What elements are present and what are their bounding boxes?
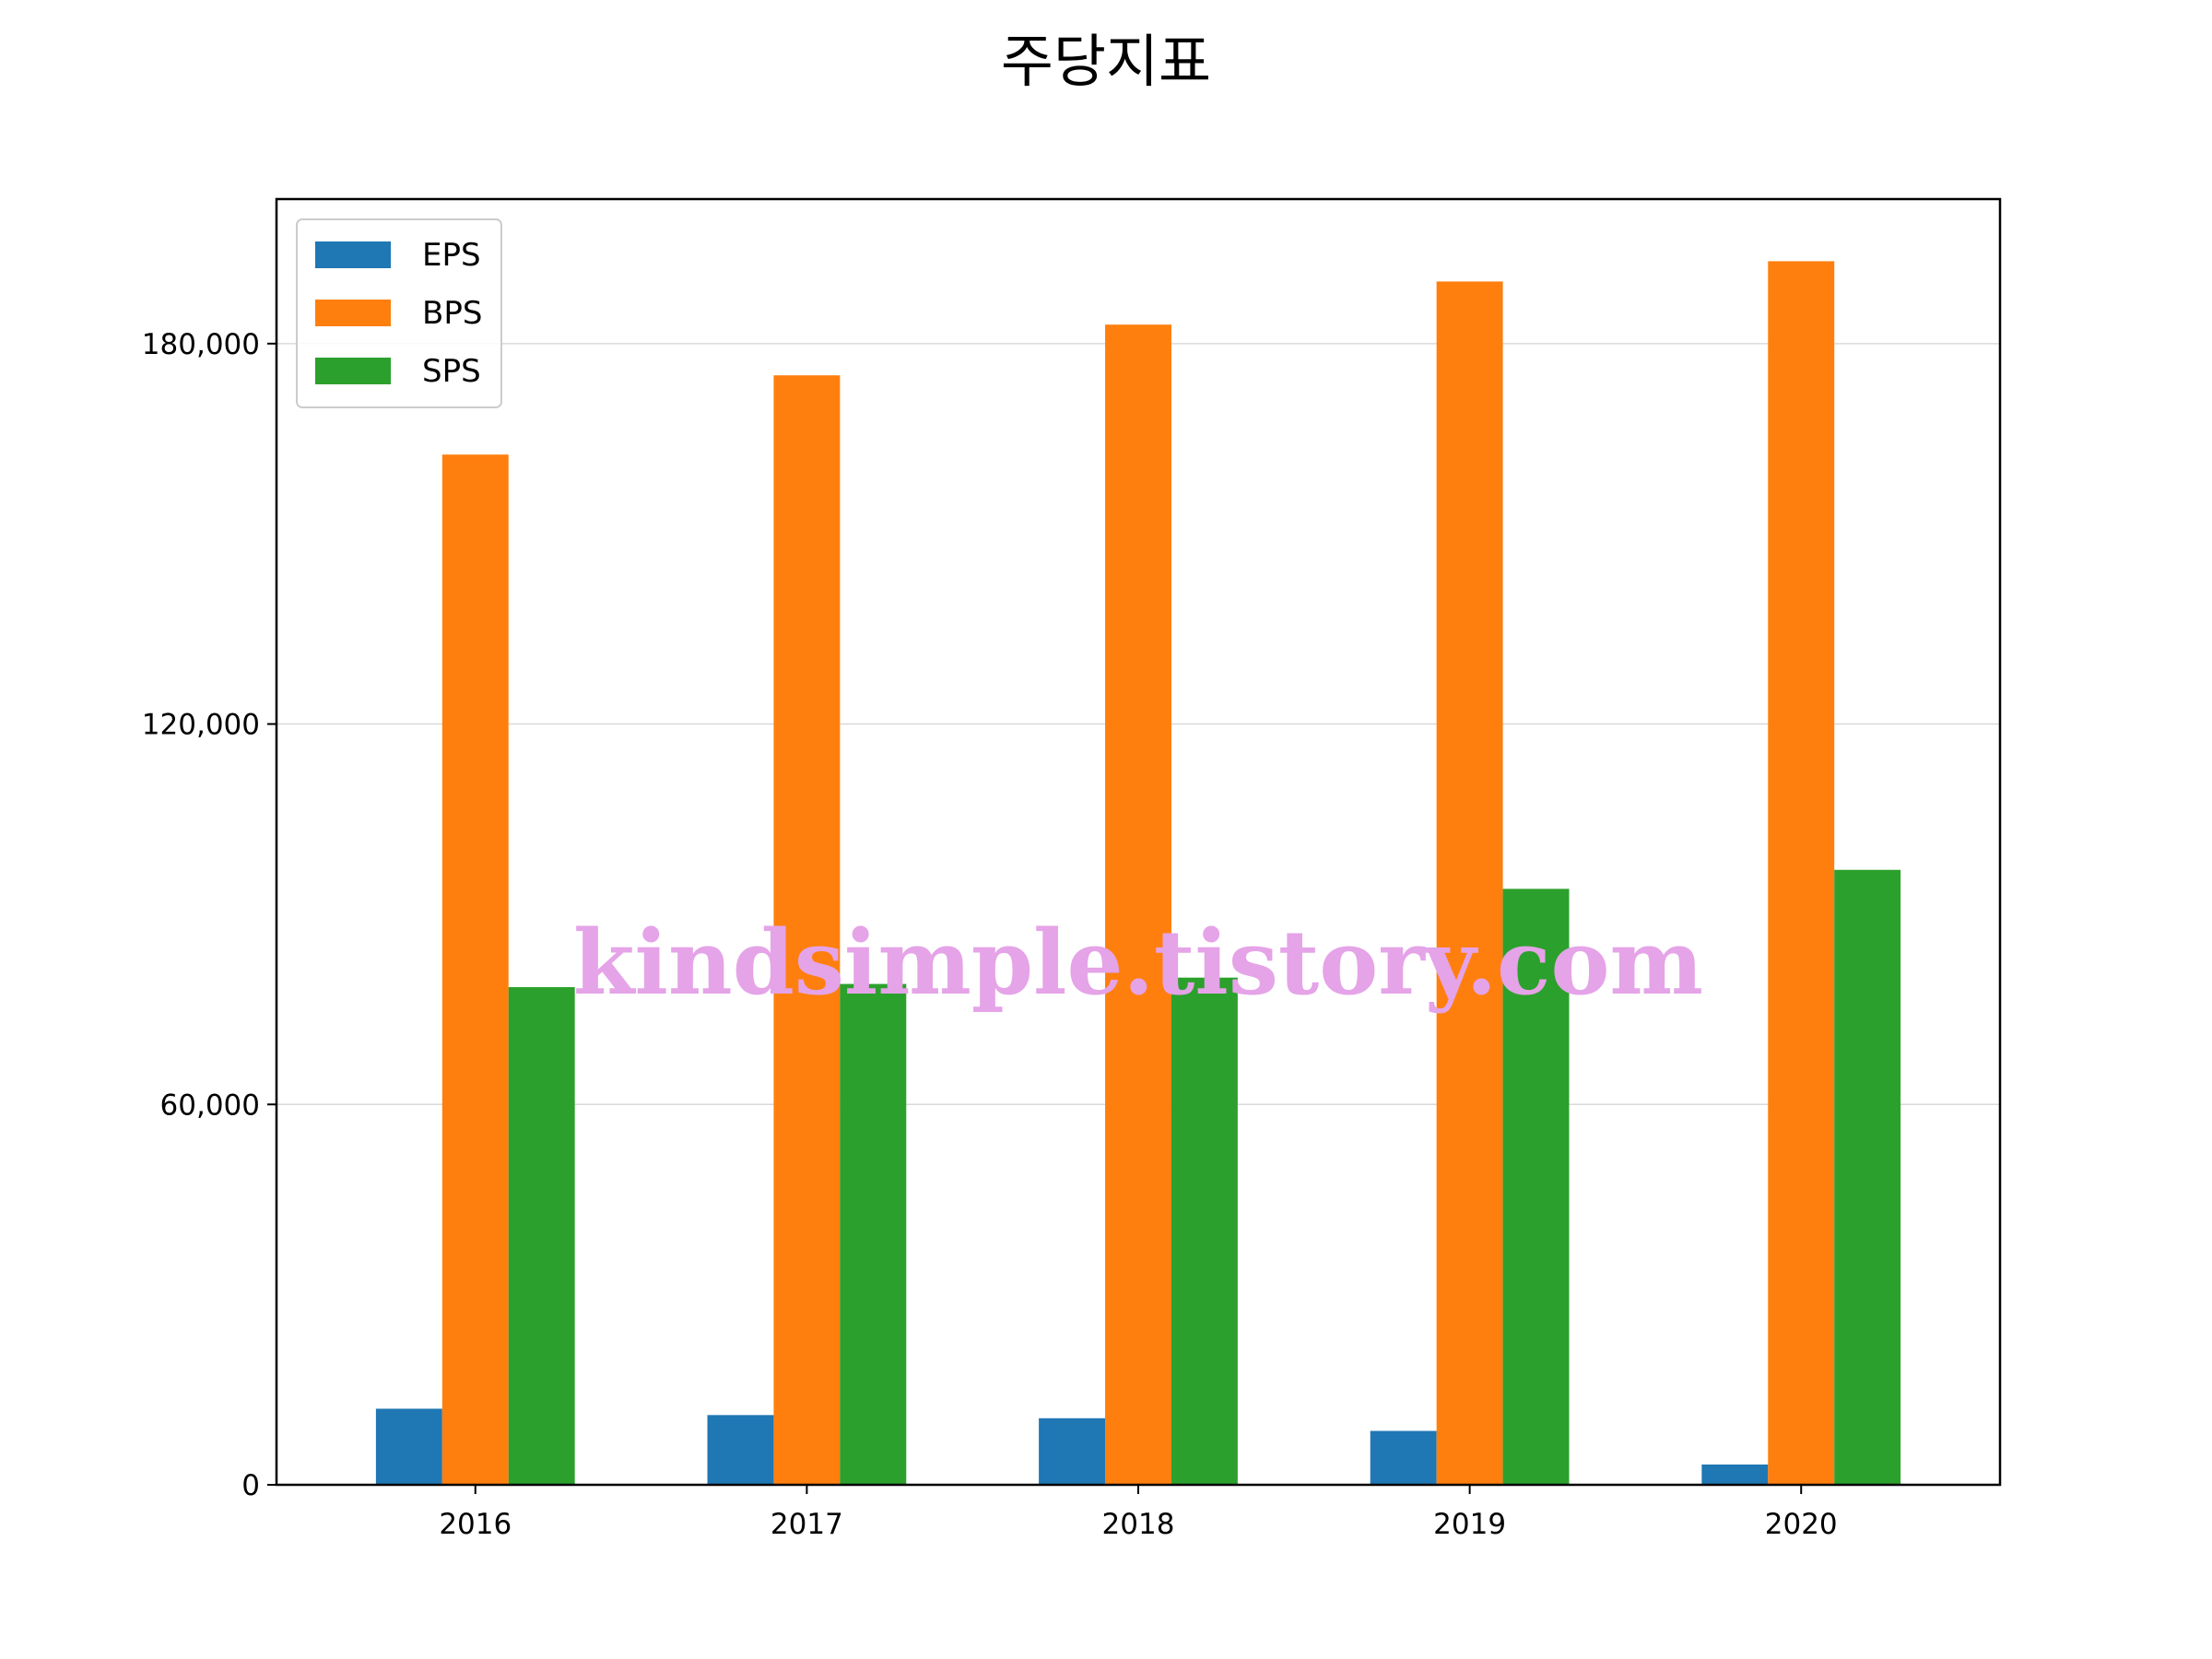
x-tick-label: 2016 [439, 1508, 512, 1541]
y-tick-label: 180,000 [142, 328, 260, 361]
legend-swatch-eps [315, 241, 391, 268]
legend-swatch-bps [315, 300, 391, 326]
bar-sps-2019 [1502, 888, 1570, 1485]
bar-sps-2020 [1834, 869, 1901, 1485]
y-tick-label: 0 [241, 1469, 260, 1502]
legend-label-eps: EPS [422, 237, 481, 274]
bar-bps-2019 [1436, 281, 1503, 1485]
bar-bps-2016 [441, 454, 509, 1485]
watermark: kindsimple.tistory.com [573, 911, 1703, 1015]
bar-eps-2017 [707, 1415, 774, 1485]
x-tick-label: 2018 [1102, 1508, 1175, 1541]
chart-title: 주당지표 [1001, 28, 1211, 95]
bar-bps-2018 [1105, 324, 1171, 1485]
bars [375, 261, 1901, 1486]
axis-ticks: 0 60,000 120,000 180,000 2016 2017 2018 2019 202… [142, 328, 1838, 1541]
bar-eps-2020 [1701, 1464, 1769, 1485]
y-tick-label: 60,000 [160, 1088, 260, 1122]
bar-bps-2020 [1768, 261, 1835, 1485]
x-tick-label: 2017 [771, 1508, 843, 1541]
bar-eps-2018 [1039, 1418, 1106, 1485]
bar-sps-2016 [508, 987, 575, 1485]
y-tick-label: 120,000 [142, 709, 260, 742]
legend-label-bps: BPS [422, 295, 482, 332]
legend-swatch-sps [315, 358, 391, 384]
bar-eps-2019 [1370, 1430, 1437, 1485]
bar-eps-2016 [375, 1408, 442, 1485]
x-tick-label: 2020 [1765, 1508, 1838, 1541]
bar-bps-2017 [773, 375, 841, 1486]
bar-sps-2017 [840, 983, 907, 1485]
legend-label-sps: SPS [422, 353, 481, 390]
bar-sps-2018 [1171, 977, 1238, 1485]
legend: EPS BPS SPS [296, 218, 502, 408]
x-tick-label: 2019 [1433, 1508, 1506, 1541]
